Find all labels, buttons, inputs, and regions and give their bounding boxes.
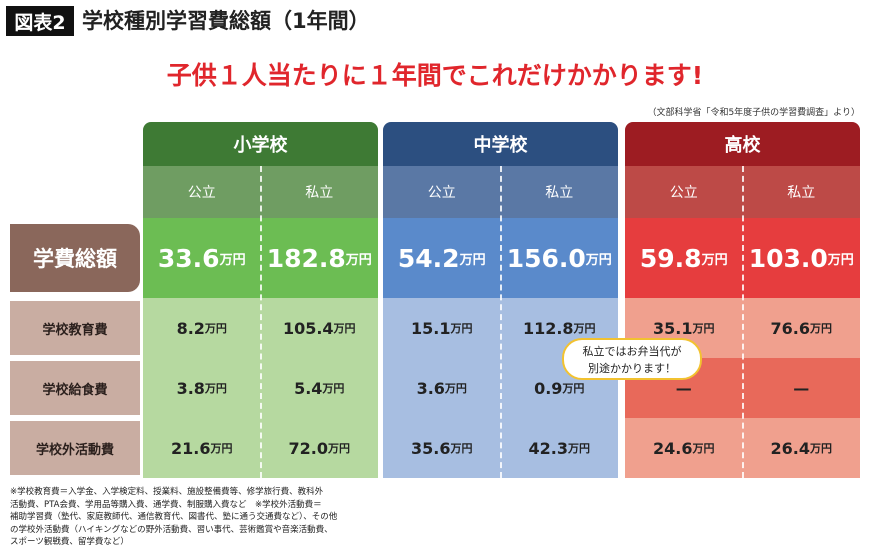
cell-unit: 万円 (692, 322, 715, 335)
group-header: 中学校 (383, 122, 618, 166)
table-cell: 33.6 万円 (143, 218, 261, 298)
cell-amount: 3.6 (416, 378, 445, 398)
group-header: 高校 (625, 122, 860, 166)
table-cell: 8.2 万円 (143, 298, 261, 358)
cell-unit: 万円 (567, 442, 590, 455)
divider (741, 166, 744, 478)
type-header: 私立 (260, 166, 378, 218)
cell-unit: 万円 (210, 442, 233, 455)
group-header: 小学校 (143, 122, 378, 166)
table-cell: 156.0 万円 (500, 218, 618, 298)
type-header: 公立 (625, 166, 743, 218)
cell-amount: — (675, 378, 692, 398)
headline: 子供１人当たりに１年間でこれだけかかります! (166, 61, 704, 90)
table-cell: 54.2 万円 (383, 218, 501, 298)
cell-unit: 万円 (809, 322, 832, 335)
divider (499, 166, 502, 478)
table-cell: 42.3 万円 (500, 418, 618, 478)
table-cell: 15.1 万円 (383, 298, 501, 358)
cell-unit: 万円 (327, 442, 350, 455)
cell-amount: 182.8 (266, 243, 346, 273)
cell-amount: 105.4 (282, 318, 334, 338)
footnote-line: の学校外活動費（ハイキングなどの野外活動費、習い事代、芸術鑑賞や音楽活動費、 (10, 524, 333, 535)
cell-unit: 万円 (444, 382, 467, 395)
table-cell: 182.8 万円 (260, 218, 378, 298)
cell-unit: 万円 (701, 252, 728, 268)
type-header: 私立 (500, 166, 618, 218)
footnote-line: ※学校教育費＝入学金、入学検定料、授業料、施設整備費等、修学旅行費、教科外 (10, 487, 324, 497)
table-cell: 72.0 万円 (260, 418, 378, 478)
table-cell: 26.4 万円 (742, 418, 860, 478)
type-header: 公立 (143, 166, 261, 218)
cell-unit: 万円 (827, 252, 854, 268)
cell-unit: 万円 (450, 322, 473, 335)
row-label: 学校教育費 (10, 301, 140, 355)
cell-unit: 万円 (204, 382, 227, 395)
cell-unit: 万円 (322, 382, 345, 395)
cell-amount: 0.9 (534, 378, 563, 398)
cell-amount: 54.2 (397, 243, 460, 273)
cell-unit: 万円 (562, 382, 585, 395)
table-cell: 5.4 万円 (260, 358, 378, 418)
table-cell: 35.6 万円 (383, 418, 501, 478)
cell-unit: 万円 (450, 442, 473, 455)
row-label: 学費総額 (10, 224, 140, 292)
cell-amount: 156.0 (506, 243, 586, 273)
row-label: 学校外活動費 (10, 421, 140, 475)
cell-amount: 72.0 (288, 438, 328, 458)
cell-unit: 万円 (573, 322, 596, 335)
cell-amount: 76.6 (770, 318, 810, 338)
cell-amount: 42.3 (528, 438, 568, 458)
cell-unit: 万円 (459, 252, 486, 268)
cell-amount: 35.1 (653, 318, 693, 338)
cell-amount: 103.0 (748, 243, 828, 273)
cell-amount: 21.6 (171, 438, 211, 458)
callout-line: 私立ではお弁当代が (582, 345, 682, 358)
table-cell: — (742, 358, 860, 418)
source: （文部科学省「令和5年度子供の学習費調査」より） (647, 108, 860, 118)
footnote-line: 補助学習費（塾代、家庭教師代、通信教育代、図書代、塾に通う交通費など）、その他 (10, 512, 338, 522)
badge: 図表2 (6, 6, 74, 36)
type-header: 公立 (383, 166, 501, 218)
cell-unit: 万円 (345, 252, 372, 268)
footnote: ※学校教育費＝入学金、入学検定料、授業料、施設整備費等、修学旅行費、教科外 活動費… (10, 486, 480, 549)
table-cell: 59.8 万円 (625, 218, 743, 298)
table-cell: 103.0 万円 (742, 218, 860, 298)
table-cell: 3.6 万円 (383, 358, 501, 418)
table-cell: 24.6 万円 (625, 418, 743, 478)
cell-unit: 万円 (809, 442, 832, 455)
cell-unit: 万円 (204, 322, 227, 335)
cell-amount: 5.4 (294, 378, 323, 398)
table-cell: 3.8 万円 (143, 358, 261, 418)
table-cell: 21.6 万円 (143, 418, 261, 478)
cell-unit: 万円 (585, 252, 612, 268)
cell-unit: 万円 (333, 322, 356, 335)
footnote-line: 活動費、PTA会費、学用品等購入費、通学費、制服購入費など ※学校外活動費＝ (10, 499, 322, 510)
cell-unit: 万円 (219, 252, 246, 268)
cell-amount: 3.8 (176, 378, 205, 398)
cell-amount: 33.6 (157, 243, 220, 273)
cell-amount: 15.1 (411, 318, 451, 338)
cell-amount: 35.6 (411, 438, 451, 458)
callout-line: 別途かかります！ (588, 362, 676, 375)
cell-amount: 59.8 (639, 243, 702, 273)
divider (259, 166, 262, 478)
cell-amount: 24.6 (653, 438, 693, 458)
callout: 私立ではお弁当代が 別途かかります！ (562, 338, 702, 380)
type-header: 私立 (742, 166, 860, 218)
cell-amount: 26.4 (770, 438, 810, 458)
table-cell: 76.6 万円 (742, 298, 860, 358)
cell-amount: — (793, 378, 810, 398)
cell-amount: 8.2 (176, 318, 205, 338)
table-cell: 105.4 万円 (260, 298, 378, 358)
cell-unit: 万円 (692, 442, 715, 455)
cell-amount: 112.8 (522, 318, 574, 338)
title: 学校種別学習費総額（1年間） (82, 9, 370, 33)
row-label: 学校給食費 (10, 361, 140, 415)
footnote-line: スポーツ観戦費、留学費など） (10, 537, 129, 547)
